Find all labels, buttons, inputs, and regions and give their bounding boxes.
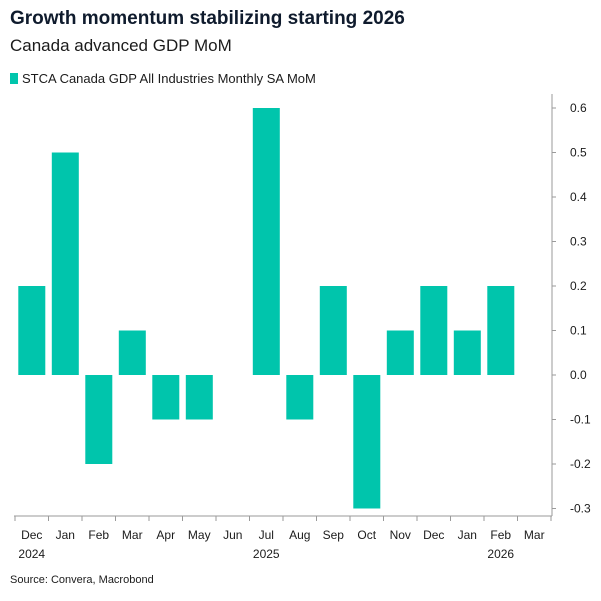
x-tick-label: Feb — [490, 528, 511, 542]
chart-subtitle: Canada advanced GDP MoM — [10, 36, 232, 55]
legend-swatch — [10, 73, 18, 84]
y-tick-label: -0.2 — [570, 457, 591, 471]
x-tick-label: Jul — [259, 528, 274, 542]
y-tick-label: 0.5 — [570, 146, 587, 160]
bar — [420, 286, 448, 375]
x-tick-label: Feb — [88, 528, 109, 542]
bar — [319, 286, 347, 375]
y-tick-label: 0.4 — [570, 190, 587, 204]
bar — [85, 375, 113, 464]
x-tick-label: Oct — [357, 528, 376, 542]
x-tick-label: Jun — [223, 528, 242, 542]
y-tick-label: 0.0 — [570, 368, 587, 382]
y-tick-label: 0.1 — [570, 324, 587, 338]
bar — [386, 330, 414, 375]
bar — [453, 330, 481, 375]
y-tick-label: 0.2 — [570, 279, 587, 293]
x-tick-label: Sep — [323, 528, 345, 542]
x-tick-label: Mar — [524, 528, 545, 542]
bar — [487, 286, 515, 375]
bar — [353, 375, 381, 509]
year-label: 2025 — [253, 547, 280, 561]
x-tick-label: Mar — [122, 528, 143, 542]
bar — [252, 108, 280, 375]
chart-title: Growth momentum stabilizing starting 202… — [10, 8, 405, 29]
y-tick-label: -0.3 — [570, 502, 591, 516]
x-tick-label: Apr — [156, 528, 175, 542]
bar — [185, 375, 213, 420]
source-note: Source: Convera, Macrobond — [10, 574, 154, 586]
x-tick-label: Dec — [423, 528, 444, 542]
x-tick-label: Jan — [56, 528, 75, 542]
x-tick-label: Jan — [458, 528, 477, 542]
bar — [51, 152, 79, 375]
bar — [286, 375, 314, 420]
y-tick-label: 0.3 — [570, 235, 587, 249]
y-tick-label: -0.1 — [570, 413, 591, 427]
bar — [18, 286, 46, 375]
x-tick-label: Aug — [289, 528, 310, 542]
year-label: 2026 — [487, 547, 514, 561]
x-tick-label: Dec — [21, 528, 42, 542]
year-label: 2024 — [18, 547, 45, 561]
x-tick-label: May — [188, 528, 211, 542]
y-tick-label: 0.6 — [570, 101, 587, 115]
legend-label: STCA Canada GDP All Industries Monthly S… — [22, 71, 316, 86]
bar — [152, 375, 180, 420]
x-tick-label: Nov — [390, 528, 411, 542]
legend: STCA Canada GDP All Industries Monthly S… — [10, 71, 316, 86]
bar — [118, 330, 146, 375]
